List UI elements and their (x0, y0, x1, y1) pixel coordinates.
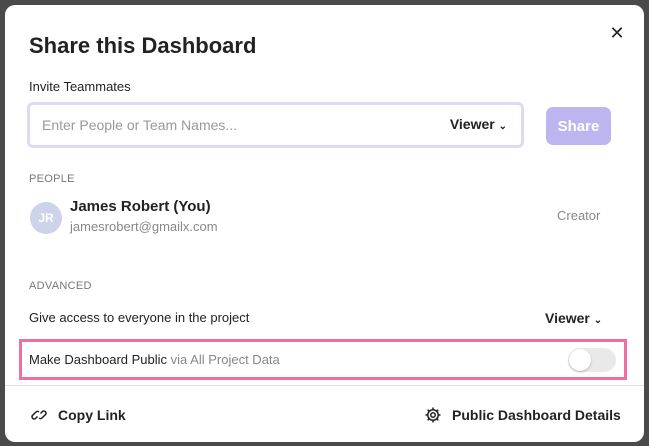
share-dashboard-modal: Share this Dashboard ✕ Invite Teammates … (5, 5, 644, 442)
invite-input-box: Viewer ⌄ (27, 102, 524, 148)
public-toggle[interactable] (568, 348, 616, 372)
public-row-highlight (19, 339, 627, 380)
public-dashboard-details-button[interactable]: Public Dashboard Details (424, 406, 621, 424)
copy-link-button[interactable]: Copy Link (30, 406, 126, 424)
close-icon[interactable]: ✕ (609, 23, 625, 43)
toggle-knob (569, 349, 591, 371)
person-name: James Robert (You) (70, 198, 211, 215)
public-dashboard-details-label: Public Dashboard Details (452, 407, 621, 423)
share-button[interactable]: Share (546, 107, 611, 145)
project-access-role-label: Viewer (545, 310, 590, 326)
people-heading: PEOPLE (29, 173, 75, 185)
avatar: JR (30, 202, 62, 234)
project-access-label: Give access to everyone in the project (29, 310, 250, 325)
link-icon (31, 410, 47, 420)
invite-role-select[interactable]: Viewer ⌄ (450, 116, 507, 132)
invite-label: Invite Teammates (29, 79, 131, 94)
project-access-role-select[interactable]: Viewer ⌄ (545, 310, 602, 326)
chevron-down-icon: ⌄ (498, 121, 507, 132)
public-label-main: Make Dashboard Public (29, 352, 168, 367)
divider (5, 385, 644, 386)
chevron-down-icon: ⌄ (593, 315, 603, 326)
advanced-heading: ADVANCED (29, 280, 92, 292)
public-label: Make Dashboard Public via All Project Da… (29, 352, 280, 367)
modal-title: Share this Dashboard (29, 33, 257, 58)
public-label-sub: via All Project Data (170, 352, 280, 367)
invite-role-label: Viewer (449, 116, 495, 132)
copy-link-label: Copy Link (58, 407, 126, 423)
gear-icon (425, 407, 441, 423)
invite-input[interactable] (42, 115, 422, 135)
person-email: jamesrobert@gmailx.com (70, 219, 218, 234)
person-role: Creator (557, 208, 601, 223)
